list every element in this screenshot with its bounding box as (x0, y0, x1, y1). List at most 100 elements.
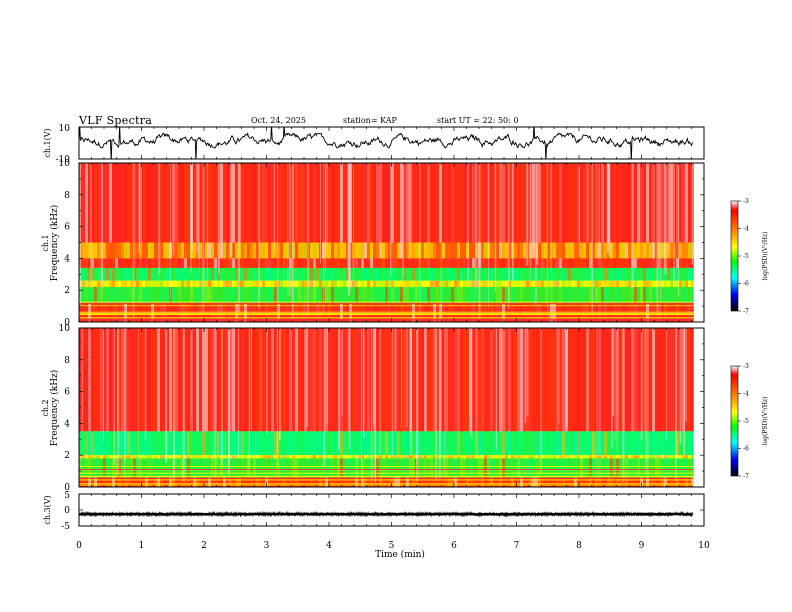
spectrogram-texture (190, 431, 193, 456)
spectrogram-texture (391, 163, 394, 243)
spectrogram-texture (328, 267, 331, 281)
spectrogram-texture (445, 431, 448, 456)
spectrogram-texture (493, 458, 496, 478)
spectrogram-texture (85, 477, 88, 487)
spectrogram-texture (376, 287, 379, 303)
spectrogram-texture (127, 280, 130, 288)
spectrogram-texture (550, 242, 553, 259)
spectrogram-texture (658, 431, 661, 456)
spectrogram-texture (553, 431, 556, 456)
spectrogram-texture (109, 287, 112, 303)
spectrogram-texture (256, 267, 259, 281)
spectrogram-texture (187, 242, 190, 259)
spectrogram-texture (262, 458, 265, 478)
spectrogram-texture (469, 287, 472, 303)
spectrogram-texture (661, 242, 664, 259)
spectrogram-texture (193, 258, 196, 268)
sferic-streak (608, 163, 611, 257)
spectrogram-texture (556, 328, 559, 432)
spectrogram-texture (151, 287, 154, 303)
spectrogram-texture (364, 163, 367, 243)
spectrogram-texture (496, 163, 499, 243)
spectrogram-texture (340, 242, 343, 259)
spectrogram-texture (280, 455, 283, 459)
spectrogram-texture (214, 280, 217, 288)
spectrogram-texture (646, 455, 649, 459)
spectrogram-texture (640, 267, 643, 281)
spectrogram-texture (403, 287, 406, 303)
spectrogram-texture (250, 431, 253, 456)
spectrogram-texture (82, 163, 85, 243)
spectrogram-texture (403, 328, 406, 432)
spectrogram-texture (343, 242, 346, 259)
spectrogram-texture (229, 258, 232, 268)
spectrogram-texture (88, 163, 91, 243)
spectrogram-texture (208, 328, 211, 432)
spectrogram-texture (94, 458, 97, 478)
sferic-streak (663, 163, 665, 270)
spectrogram-texture (601, 455, 604, 459)
spectrogram-texture (553, 242, 556, 259)
spectrogram-texture (628, 267, 631, 281)
spectrogram-texture (412, 258, 415, 268)
spectrogram-texture (502, 258, 505, 268)
spectrogram-texture (115, 242, 118, 259)
spectrogram-texture (97, 163, 100, 243)
spectrogram-texture (346, 163, 349, 243)
spectrogram-texture (586, 242, 589, 259)
spectrogram-texture (592, 242, 595, 259)
spectrogram-texture (613, 328, 616, 432)
spectrogram-texture (361, 431, 364, 456)
sferic-streak (172, 328, 175, 481)
spectrogram-texture (481, 242, 484, 259)
spectrogram-texture (565, 267, 568, 281)
spectrogram-texture (370, 328, 373, 432)
spectrogram-texture (265, 258, 268, 268)
spectrogram-texture (658, 163, 661, 243)
spectrogram-texture (271, 477, 274, 487)
spectrogram-texture (190, 328, 193, 432)
spec-ytick-label: 6 (64, 388, 70, 398)
spectrogram-texture (163, 455, 166, 459)
spectrogram-texture (478, 328, 481, 432)
spectrogram-texture (691, 477, 694, 487)
sferic-streak (540, 328, 542, 474)
spectrogram-texture (241, 455, 244, 459)
spectrogram-texture (586, 458, 589, 478)
spectrogram-texture (223, 431, 226, 456)
spectrogram-texture (682, 455, 685, 459)
spectrogram-texture (670, 328, 673, 432)
spectrogram-texture (121, 258, 124, 268)
sferic-streak (306, 328, 309, 428)
spectrogram-texture (166, 458, 169, 478)
spectrogram-texture (316, 280, 319, 288)
spectrogram-texture (661, 267, 664, 281)
spectrogram-texture (595, 477, 598, 487)
spectrogram-texture (139, 328, 142, 432)
spectrogram-texture (628, 431, 631, 456)
spectrogram-texture (562, 431, 565, 456)
sferic-streak (598, 163, 600, 253)
spectrogram-texture (604, 328, 607, 432)
spectrogram-texture (454, 455, 457, 459)
spectrogram-texture (619, 328, 622, 432)
spectrogram-texture (301, 477, 304, 487)
spectrogram-texture (253, 455, 256, 459)
ch1-ytick-top: 10 (59, 124, 71, 134)
spectrogram-texture (625, 477, 628, 487)
spectrogram-texture (370, 477, 373, 487)
spectrogram-texture (349, 242, 352, 259)
spectrogram-texture (664, 267, 667, 281)
spectrogram-texture (598, 328, 601, 432)
sferic-streak (606, 163, 609, 254)
spectrogram-texture (268, 328, 271, 432)
spectrogram-texture (655, 267, 658, 281)
ch2-spec-ticks (78, 327, 705, 488)
spectrogram-texture (208, 267, 211, 281)
spectrogram-texture (448, 328, 451, 432)
spectrogram-texture (112, 431, 115, 456)
spectrogram-texture (487, 258, 490, 268)
spectrogram-texture (178, 477, 181, 487)
spectrogram-texture (163, 477, 166, 487)
spectrogram-texture (682, 477, 685, 487)
